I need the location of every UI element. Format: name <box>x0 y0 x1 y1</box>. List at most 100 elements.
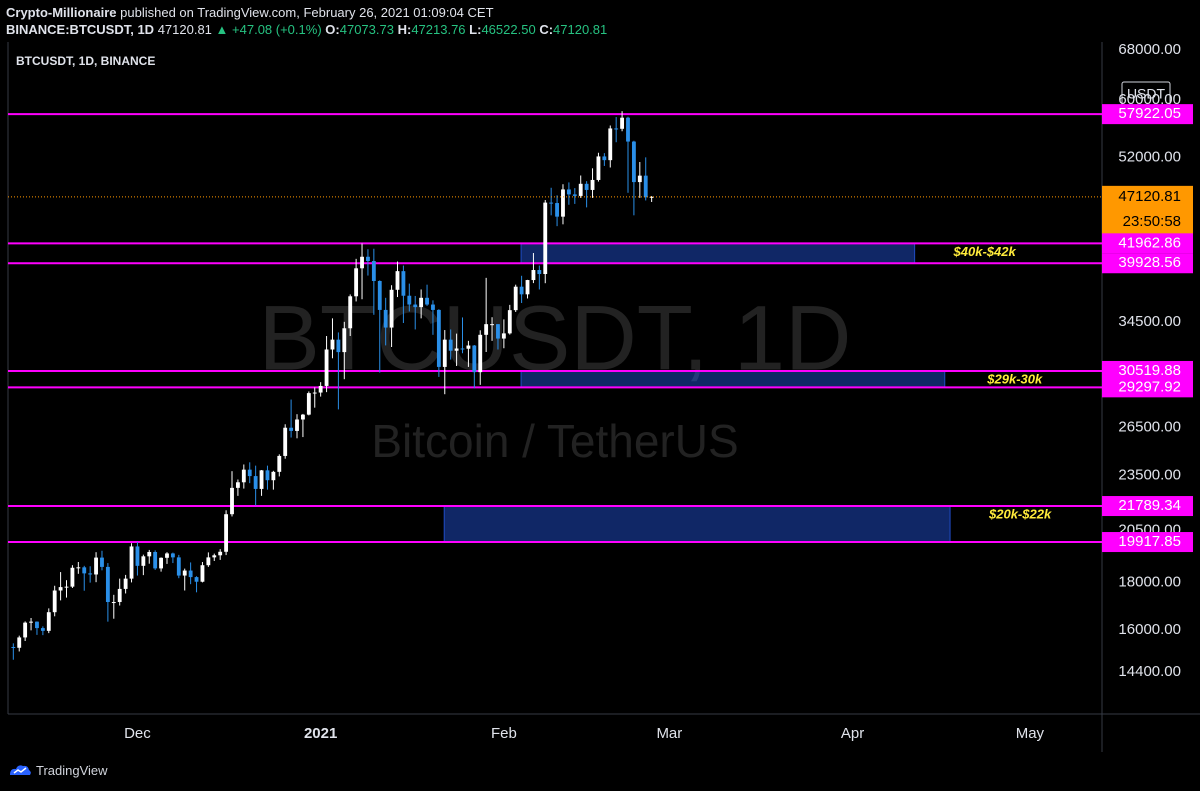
candle-body <box>608 128 613 161</box>
candle-body <box>17 637 22 648</box>
candle-body <box>324 349 329 386</box>
candle-body <box>230 487 234 515</box>
candle-body <box>301 414 305 420</box>
candle-body <box>289 427 294 431</box>
candle-body <box>235 482 240 488</box>
y-tick-label: 18000.00 <box>1118 574 1181 591</box>
candle-body <box>513 286 518 311</box>
candle-body <box>431 304 435 310</box>
candle-body <box>566 189 571 195</box>
y-tick-label: 26500.00 <box>1118 419 1181 436</box>
candle-body <box>318 385 323 393</box>
candle-body <box>23 622 28 638</box>
candle-body <box>277 455 282 472</box>
candle-body <box>129 546 134 579</box>
zone-label: $40k-$42k <box>953 244 1017 259</box>
candle-body <box>265 470 270 481</box>
candle-body <box>531 270 536 281</box>
candle-body <box>602 156 607 161</box>
candle-body <box>40 628 45 631</box>
candle-body <box>212 555 217 558</box>
candle-body <box>460 348 465 350</box>
change: ▲ +47.08 (+0.1%) <box>215 22 322 37</box>
candle-body <box>436 309 441 367</box>
candle-body <box>247 469 252 477</box>
y-tick-label: 23500.00 <box>1118 467 1181 484</box>
candle-body <box>490 324 494 326</box>
candle-body <box>448 339 453 351</box>
candle-body <box>176 557 181 576</box>
candle-body <box>153 551 158 569</box>
x-tick-label: Feb <box>491 725 517 742</box>
footer: TradingView <box>8 762 108 778</box>
chart-title: BTCUSDT, 1D, BINANCE <box>16 54 155 68</box>
symbol: BINANCE:BTCUSDT, 1D <box>6 22 155 37</box>
candle-body <box>596 156 601 180</box>
candle-body <box>259 470 264 489</box>
candle-body <box>389 289 394 328</box>
candle-body <box>371 261 376 281</box>
candle-body <box>614 128 619 130</box>
candle-body <box>241 469 246 483</box>
candle-body <box>253 476 258 489</box>
candle-body <box>555 203 559 217</box>
last-price-label: 47120.81 <box>1118 188 1181 205</box>
level-label: 29297.92 <box>1118 378 1181 395</box>
candle-body <box>572 194 577 196</box>
ohlc-value: 47213.76 <box>411 22 466 37</box>
candle-body <box>58 587 63 591</box>
x-tick-label: 2021 <box>304 725 337 742</box>
ohlc-value: 47120.81 <box>553 22 608 37</box>
candle-body <box>336 339 341 353</box>
candle-body <box>182 570 187 576</box>
candle-body <box>312 392 317 394</box>
level-label: 30519.88 <box>1118 362 1181 379</box>
candle-body <box>29 621 33 623</box>
candle-body <box>407 295 412 305</box>
candle-body <box>46 612 51 631</box>
candle-body <box>578 183 583 196</box>
level-label-box <box>1102 233 1193 254</box>
candle-body <box>105 566 110 603</box>
x-tick-label: Mar <box>656 725 682 742</box>
header-line-2: BINANCE:BTCUSDT, 1D 47120.81 ▲ +47.08 (+… <box>6 22 607 37</box>
candle-body <box>342 328 347 353</box>
candle-body <box>525 280 530 295</box>
level-label-box <box>1102 104 1193 125</box>
level-label-box <box>1102 253 1193 274</box>
candle-body <box>354 268 359 297</box>
candle-body <box>383 309 388 328</box>
candle-body <box>111 602 116 604</box>
published: published on TradingView.com, February 2… <box>120 5 494 20</box>
candle-body <box>543 202 548 275</box>
candle-body <box>519 286 524 295</box>
candle-body <box>88 573 93 575</box>
level-label-box <box>1102 377 1193 398</box>
y-tick-label: 52000.00 <box>1118 148 1181 165</box>
candle-body <box>626 117 630 142</box>
candle-body <box>306 393 311 415</box>
level-label-box <box>1102 496 1193 517</box>
candle-body <box>643 175 648 198</box>
candle-body <box>637 175 642 183</box>
logo <box>10 765 31 775</box>
candle-body <box>283 427 288 456</box>
candle-body <box>590 179 595 190</box>
candle-body <box>11 646 16 648</box>
level-label: 41962.86 <box>1118 234 1181 251</box>
candle-body <box>484 324 489 335</box>
candle-body <box>70 567 75 587</box>
ohlc-value: 47073.73 <box>339 22 394 37</box>
candle-body <box>360 256 364 269</box>
ohlc-value: 46522.50 <box>481 22 536 37</box>
candle-body <box>401 271 406 296</box>
y-tick-label: 16000.00 <box>1118 621 1181 638</box>
zone <box>443 505 951 543</box>
candle-body <box>472 345 477 373</box>
y-tick-label: 14400.00 <box>1118 663 1181 680</box>
candle-body <box>549 202 554 204</box>
candle-body <box>188 570 193 578</box>
level-label-box <box>1102 532 1193 553</box>
